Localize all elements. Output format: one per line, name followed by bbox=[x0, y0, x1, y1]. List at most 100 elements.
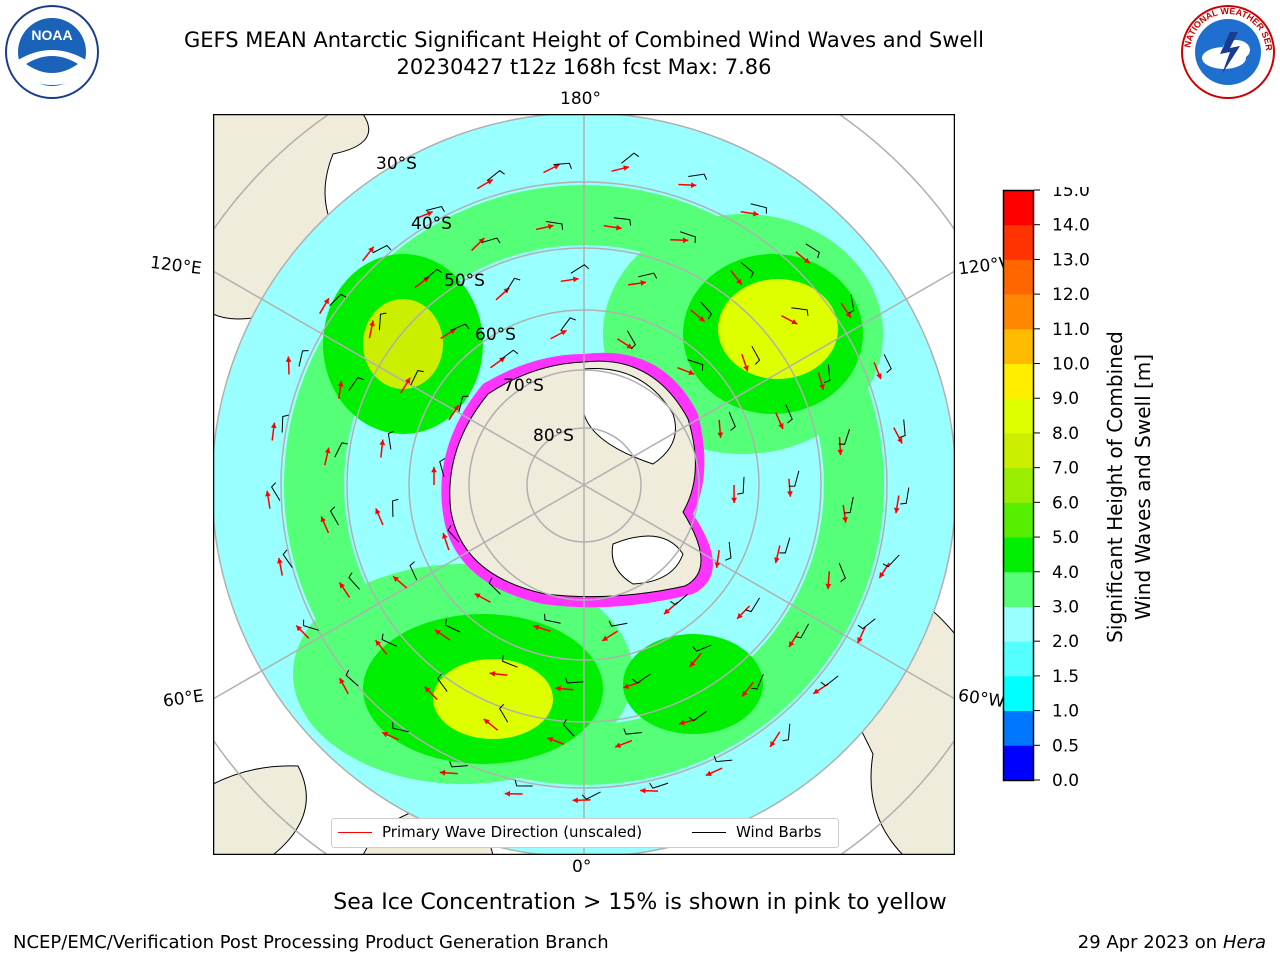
colorbar-tick-label: 14.0 bbox=[1052, 216, 1090, 236]
wave-arrow-head bbox=[533, 624, 540, 631]
wave-arrow-head bbox=[499, 357, 506, 363]
wave-arrow-head bbox=[742, 690, 748, 697]
wind-barb bbox=[458, 395, 469, 413]
wave-arrow-head bbox=[623, 683, 630, 689]
colorbar-segment bbox=[1003, 328, 1034, 365]
wind-barb bbox=[649, 782, 669, 789]
wind-barb bbox=[750, 203, 767, 214]
lat-label-80s: 80°S bbox=[533, 426, 574, 446]
wind-barb bbox=[581, 791, 601, 800]
wave-arrow-head bbox=[897, 437, 903, 444]
colorbar-tick-label: 8.0 bbox=[1052, 424, 1079, 444]
colorbar-tick-label: 4.0 bbox=[1052, 563, 1079, 583]
wave-arrow-head bbox=[375, 640, 382, 647]
lat-label-40s: 40°S bbox=[411, 214, 452, 234]
wind-barb bbox=[502, 655, 518, 668]
wave-arrow-head bbox=[731, 497, 737, 503]
wave-arrow-head bbox=[382, 731, 389, 738]
sea-ice-caption: Sea Ice Concentration > 15% is shown in … bbox=[333, 890, 947, 915]
wave-arrow-head bbox=[553, 164, 560, 170]
wind-barb bbox=[553, 162, 572, 170]
wave-arrow-head bbox=[369, 320, 375, 327]
wave-arrow-head bbox=[504, 790, 511, 797]
wind-barb bbox=[782, 723, 791, 742]
wave-arrow-head bbox=[431, 467, 437, 473]
wind-barb bbox=[688, 173, 708, 180]
lon-label-180: 180° bbox=[560, 89, 601, 109]
wave-arrow-head bbox=[717, 432, 724, 438]
colorbar-segment bbox=[1003, 432, 1034, 469]
wind-barb bbox=[740, 262, 754, 279]
wind-barb bbox=[785, 404, 793, 424]
lat-label-30s: 30°S bbox=[376, 154, 417, 174]
wind-barb bbox=[345, 669, 359, 687]
wind-barb bbox=[334, 442, 348, 458]
colorbar-tick-label: 12.0 bbox=[1052, 285, 1090, 305]
lon-label-60e: 60°E bbox=[161, 686, 206, 712]
lat-label-50s: 50°S bbox=[444, 271, 485, 291]
wave-arrow-head bbox=[434, 629, 441, 636]
colorbar-segment bbox=[1003, 294, 1034, 330]
wave-arrow-head bbox=[770, 740, 776, 747]
wave-arrow-head bbox=[368, 246, 374, 253]
map-legend: Primary Wave Direction (unscaled) Wind B… bbox=[331, 818, 839, 848]
wave-arrow-head bbox=[689, 661, 696, 667]
wind-barb bbox=[794, 623, 810, 639]
wind-barb bbox=[560, 317, 576, 332]
colorbar-segment bbox=[1003, 502, 1034, 538]
colorbar-tick-label: 2.0 bbox=[1052, 632, 1079, 652]
wind-barb bbox=[626, 330, 637, 350]
colorbar-tick-label: 10.0 bbox=[1052, 355, 1090, 375]
wave-arrow-head bbox=[489, 670, 496, 677]
lon-label-60w: 60°W bbox=[956, 685, 1007, 713]
wind-barb bbox=[899, 419, 906, 439]
wind-barb bbox=[410, 370, 424, 386]
wave-arrow-head bbox=[623, 165, 629, 171]
legend-item-wave: Primary Wave Direction (unscaled) bbox=[338, 823, 642, 841]
wave-arrow-head bbox=[270, 422, 277, 429]
wave-arrow-head bbox=[682, 237, 689, 244]
wind-barb bbox=[670, 593, 688, 606]
wind-barb bbox=[745, 597, 760, 613]
wind-barb bbox=[392, 498, 399, 517]
wave-arrow-head bbox=[819, 383, 825, 390]
wave-arrow-head bbox=[842, 517, 848, 523]
wind-barb bbox=[270, 482, 281, 501]
wind-barb bbox=[449, 761, 468, 768]
wave-arrow-head bbox=[285, 356, 292, 362]
wave-arrow-head bbox=[736, 278, 742, 285]
wind-barb bbox=[298, 350, 309, 367]
wave-arrow-head bbox=[626, 343, 633, 349]
colorbar-label-line1: Significant Height of Combined bbox=[1103, 331, 1127, 643]
wind-barb bbox=[848, 294, 855, 314]
wind-barb bbox=[447, 524, 460, 543]
wind-barb bbox=[348, 377, 364, 392]
colorbar-segment bbox=[1003, 571, 1034, 607]
wave-arrow-head bbox=[698, 315, 705, 322]
wave-arrow-head bbox=[379, 439, 386, 446]
colorbar-tick-label: 11.0 bbox=[1052, 320, 1090, 340]
colorbar-tick-label: 3.0 bbox=[1052, 597, 1079, 617]
wave-arrow-head bbox=[474, 593, 481, 599]
wind-barb bbox=[692, 644, 712, 652]
wave-arrow-head bbox=[572, 276, 579, 283]
wind-barb bbox=[632, 673, 651, 684]
wave-arrow-head bbox=[339, 582, 345, 589]
wave-arrow-head bbox=[423, 276, 430, 283]
wind-barb bbox=[439, 458, 446, 478]
colorbar-segment bbox=[1003, 363, 1034, 399]
chart-title: GEFS MEAN Antarctic Significant Height o… bbox=[183, 28, 985, 52]
wind-barb bbox=[437, 673, 448, 692]
wind-barb bbox=[505, 277, 521, 293]
wind-barb bbox=[838, 428, 851, 445]
noaa-logo: NOAA bbox=[5, 5, 99, 99]
wave-arrow-head bbox=[787, 491, 793, 497]
wave-arrow-head bbox=[393, 576, 399, 582]
colorbar-tick-label: 7.0 bbox=[1052, 459, 1079, 479]
colorbar-segment bbox=[1003, 398, 1034, 434]
wind-barb bbox=[608, 620, 628, 627]
wind-barb bbox=[486, 170, 505, 182]
colorbar-segment bbox=[1003, 675, 1034, 712]
wave-arrow-head bbox=[663, 608, 670, 615]
colorbar-tick-label: 5.0 bbox=[1052, 528, 1079, 548]
